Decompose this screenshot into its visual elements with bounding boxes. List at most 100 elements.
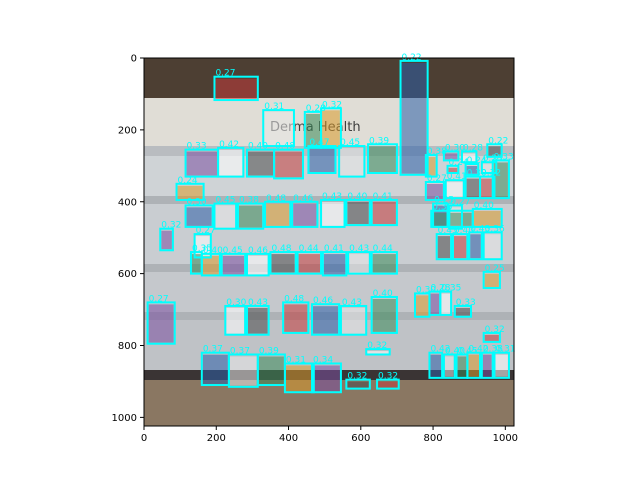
detection-score-label: 0.42 [468,345,488,355]
detection-score-label: 0.36 [432,203,452,213]
detection-score-label: 0.48 [271,244,291,254]
detection-box [493,351,510,379]
product-package [148,304,174,343]
product-package [426,183,443,199]
detection-box [435,233,453,261]
product-package [340,148,364,176]
detection-box [482,270,501,289]
detection-score-label: 0.31 [286,355,306,365]
detection-box [460,150,478,164]
detection-score-label: 0.48 [284,294,304,304]
detection-score-label: 0.33 [187,142,207,152]
detection-score-label: 0.32 [481,169,501,179]
detection-box [471,207,503,228]
product-package [215,78,257,100]
detection-box [486,143,503,158]
product-package [247,255,268,275]
product-package [266,203,290,226]
detection-score-label: 0.46 [248,246,268,256]
product-package [430,293,440,314]
product-package [222,255,245,275]
detection-score-label: 0.27 [215,69,235,79]
detection-score-label: 0.24 [449,158,469,168]
detection-box [320,107,342,149]
x-tick-label: 1000 [493,433,518,444]
detection-score-label: 0.30 [416,285,436,295]
detection-score-label: 0.40 [248,142,268,152]
detection-score-label: 0.41 [447,172,467,182]
detection-box [347,251,371,275]
detection-box [236,202,265,230]
detection-box [307,145,337,174]
product-package [349,254,369,273]
detection-score-label: 0.30 [445,143,465,153]
detection-box [338,145,366,178]
detection-box [269,251,297,275]
detection-score-label: 0.38 [483,345,503,355]
detection-box [370,198,398,227]
detection-boxes: 0.270.220.31 0.280.320.33 0.42 0.40 0.48 0.47… [146,53,516,394]
detection-box [482,331,501,343]
detection-score-label: 0.43 [322,192,342,202]
product-package [484,334,499,341]
product-packages [148,62,508,392]
product-package [495,354,508,377]
detection-score-label: 0.30 [187,197,207,207]
product-package [426,157,436,176]
product-package [284,304,308,332]
detection-box [466,351,482,379]
detection-score-label: 0.30 [467,169,487,179]
product-package [219,149,243,176]
detection-box [217,146,245,178]
detection-score-label: 0.45 [223,246,243,256]
product-package [322,201,344,226]
detection-box [468,231,483,261]
detection-score-label: 0.28 [463,143,483,153]
detection-box [245,304,270,336]
product-package [482,164,496,172]
detection-score-label: 0.28 [430,284,450,294]
detection-score-label: 0.46 [313,296,333,306]
detection-score-label: 0.22 [488,136,508,146]
detection-score-label: 0.43 [342,298,362,308]
detection-score-label: 0.43 [349,244,369,254]
detection-box [442,150,460,162]
product-package [275,151,302,178]
detection-box [451,233,469,261]
product-package [470,234,481,259]
product-package [238,205,263,228]
product-package [369,146,396,172]
product-package [323,254,346,275]
detection-score-label: 0.25 [434,196,454,206]
product-package [229,356,257,386]
product-package [484,273,499,287]
x-tick-label: 0 [141,433,147,444]
product-package [444,356,454,377]
product-package [378,381,398,388]
detection-box [424,180,445,201]
y-tick-label: 400 [118,197,137,208]
product-package [322,110,340,147]
product-package [448,167,458,172]
detection-score-label: 0.27 [149,294,169,304]
detection-score-label: 0.40 [203,246,223,256]
detection-score-label: 0.31 [495,345,515,355]
detection-score-label: 0.27 [427,174,447,184]
detection-score-label: 0.37 [230,346,250,356]
product-package [293,203,317,226]
detection-box [282,301,310,334]
product-package [341,307,366,334]
detection-score-label: 0.23 [483,154,503,164]
detection-score-label: 0.32 [378,372,398,382]
detection-box [367,143,398,174]
x-tick-label: 800 [424,433,443,444]
detection-box [245,252,270,277]
product-package [453,236,467,259]
detection-box [479,175,496,200]
product-package [455,307,471,316]
product-package [430,354,442,377]
product-package [466,178,480,198]
detection-box [446,164,460,174]
detection-score-label: 0.45 [340,138,360,148]
product-package [298,254,321,273]
